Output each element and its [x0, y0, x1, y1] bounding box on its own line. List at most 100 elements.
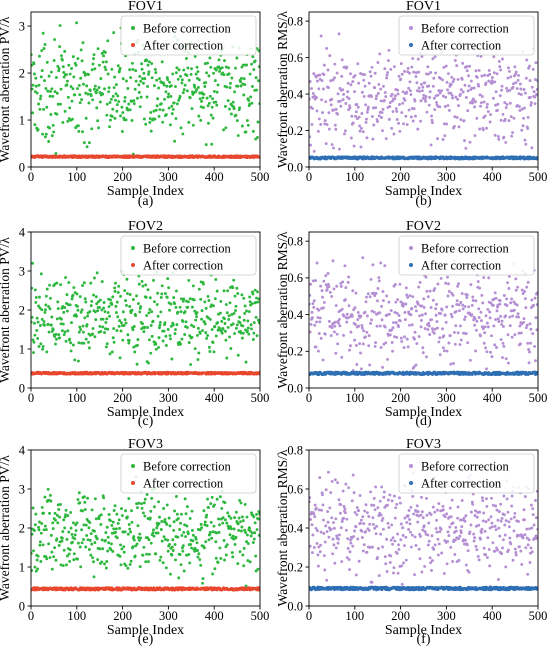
- before-correction-point: [131, 61, 134, 65]
- before-correction-point: [473, 317, 477, 321]
- before-correction-point: [458, 309, 461, 313]
- before-correction-point: [67, 552, 71, 556]
- before-correction-point: [471, 298, 475, 302]
- before-correction-point: [349, 72, 352, 76]
- before-correction-point: [375, 94, 379, 98]
- before-correction-point: [194, 537, 198, 541]
- before-correction-point: [52, 555, 56, 559]
- before-correction-point: [485, 102, 489, 106]
- before-correction-point: [175, 66, 179, 70]
- before-correction-point: [473, 134, 477, 137]
- before-correction-point: [56, 307, 60, 311]
- before-correction-point: [332, 330, 336, 334]
- before-correction-point: [432, 96, 436, 100]
- before-correction-point: [190, 323, 193, 327]
- before-correction-point: [207, 345, 211, 349]
- before-correction-point: [207, 506, 210, 509]
- before-correction-point: [402, 303, 406, 306]
- before-correction-point: [374, 106, 378, 110]
- before-correction-point: [216, 83, 220, 87]
- before-correction-point: [397, 74, 401, 78]
- before-correction-point: [92, 529, 96, 533]
- before-correction-point: [149, 509, 153, 513]
- before-correction-point: [41, 347, 45, 351]
- before-correction-point: [43, 310, 47, 314]
- before-correction-point: [233, 294, 237, 298]
- before-correction-point: [123, 530, 127, 534]
- before-correction-point: [97, 86, 101, 89]
- before-correction-point: [355, 363, 359, 366]
- before-correction-point: [505, 304, 509, 307]
- before-correction-point: [335, 332, 339, 336]
- before-correction-point: [235, 56, 239, 60]
- before-correction-point: [219, 557, 223, 560]
- before-correction-point: [346, 316, 350, 320]
- before-correction-point: [483, 73, 487, 77]
- before-correction-point: [416, 57, 420, 61]
- y-tick-label: 3: [19, 264, 25, 278]
- before-correction-point: [390, 126, 394, 130]
- before-correction-point: [405, 337, 409, 341]
- before-correction-point: [48, 556, 52, 559]
- before-correction-point: [158, 108, 162, 112]
- before-correction-point: [123, 289, 127, 293]
- before-correction-point: [104, 321, 108, 324]
- before-correction-point: [380, 304, 384, 308]
- before-correction-point: [249, 534, 253, 538]
- before-correction-point: [161, 108, 165, 112]
- before-correction-point: [148, 308, 152, 311]
- before-correction-point: [31, 286, 34, 290]
- before-correction-point: [218, 69, 221, 73]
- before-correction-point: [484, 314, 488, 318]
- before-correction-point: [483, 325, 487, 329]
- before-correction-point: [159, 528, 163, 531]
- before-correction-point: [365, 136, 369, 140]
- before-correction-point: [32, 340, 36, 344]
- before-correction-point: [114, 527, 118, 531]
- before-correction-point: [190, 335, 194, 339]
- before-correction-point: [113, 289, 117, 293]
- before-correction-point: [36, 567, 40, 571]
- before-correction-point: [152, 528, 155, 532]
- before-correction-point: [99, 77, 103, 81]
- before-correction-point: [59, 102, 62, 106]
- before-correction-point: [408, 71, 411, 75]
- before-correction-point: [155, 104, 159, 108]
- before-correction-point: [239, 80, 242, 84]
- before-correction-point: [461, 307, 465, 311]
- before-correction-point: [47, 330, 51, 334]
- before-correction-point: [439, 276, 443, 280]
- x-axis-label: Sample Index: [385, 405, 462, 420]
- before-correction-point: [148, 516, 152, 520]
- before-correction-point: [117, 100, 121, 103]
- before-correction-point: [69, 349, 73, 353]
- before-correction-point: [79, 76, 83, 80]
- before-correction-point: [98, 63, 101, 67]
- before-correction-point: [79, 310, 83, 314]
- before-correction-point: [413, 337, 417, 341]
- before-correction-point: [157, 345, 160, 349]
- before-correction-point: [83, 500, 87, 504]
- before-correction-point: [178, 305, 182, 309]
- before-correction-point: [464, 146, 468, 150]
- before-correction-point: [227, 314, 231, 318]
- before-correction-point: [210, 105, 214, 109]
- before-correction-point: [108, 314, 112, 318]
- before-correction-point: [205, 513, 209, 517]
- before-correction-point: [243, 83, 247, 87]
- before-correction-point: [255, 512, 259, 516]
- before-correction-point: [169, 572, 172, 576]
- before-correction-point: [380, 318, 384, 322]
- before-correction-point: [424, 99, 428, 103]
- before-correction-point: [44, 132, 48, 136]
- before-correction-point: [243, 304, 247, 308]
- before-correction-point: [60, 536, 64, 540]
- before-correction-point: [311, 279, 315, 283]
- before-correction-point: [397, 313, 401, 317]
- before-correction-point: [381, 299, 385, 302]
- before-correction-point: [485, 321, 489, 325]
- before-correction-point: [340, 58, 344, 62]
- before-correction-point: [127, 102, 131, 106]
- before-correction-point: [478, 93, 482, 97]
